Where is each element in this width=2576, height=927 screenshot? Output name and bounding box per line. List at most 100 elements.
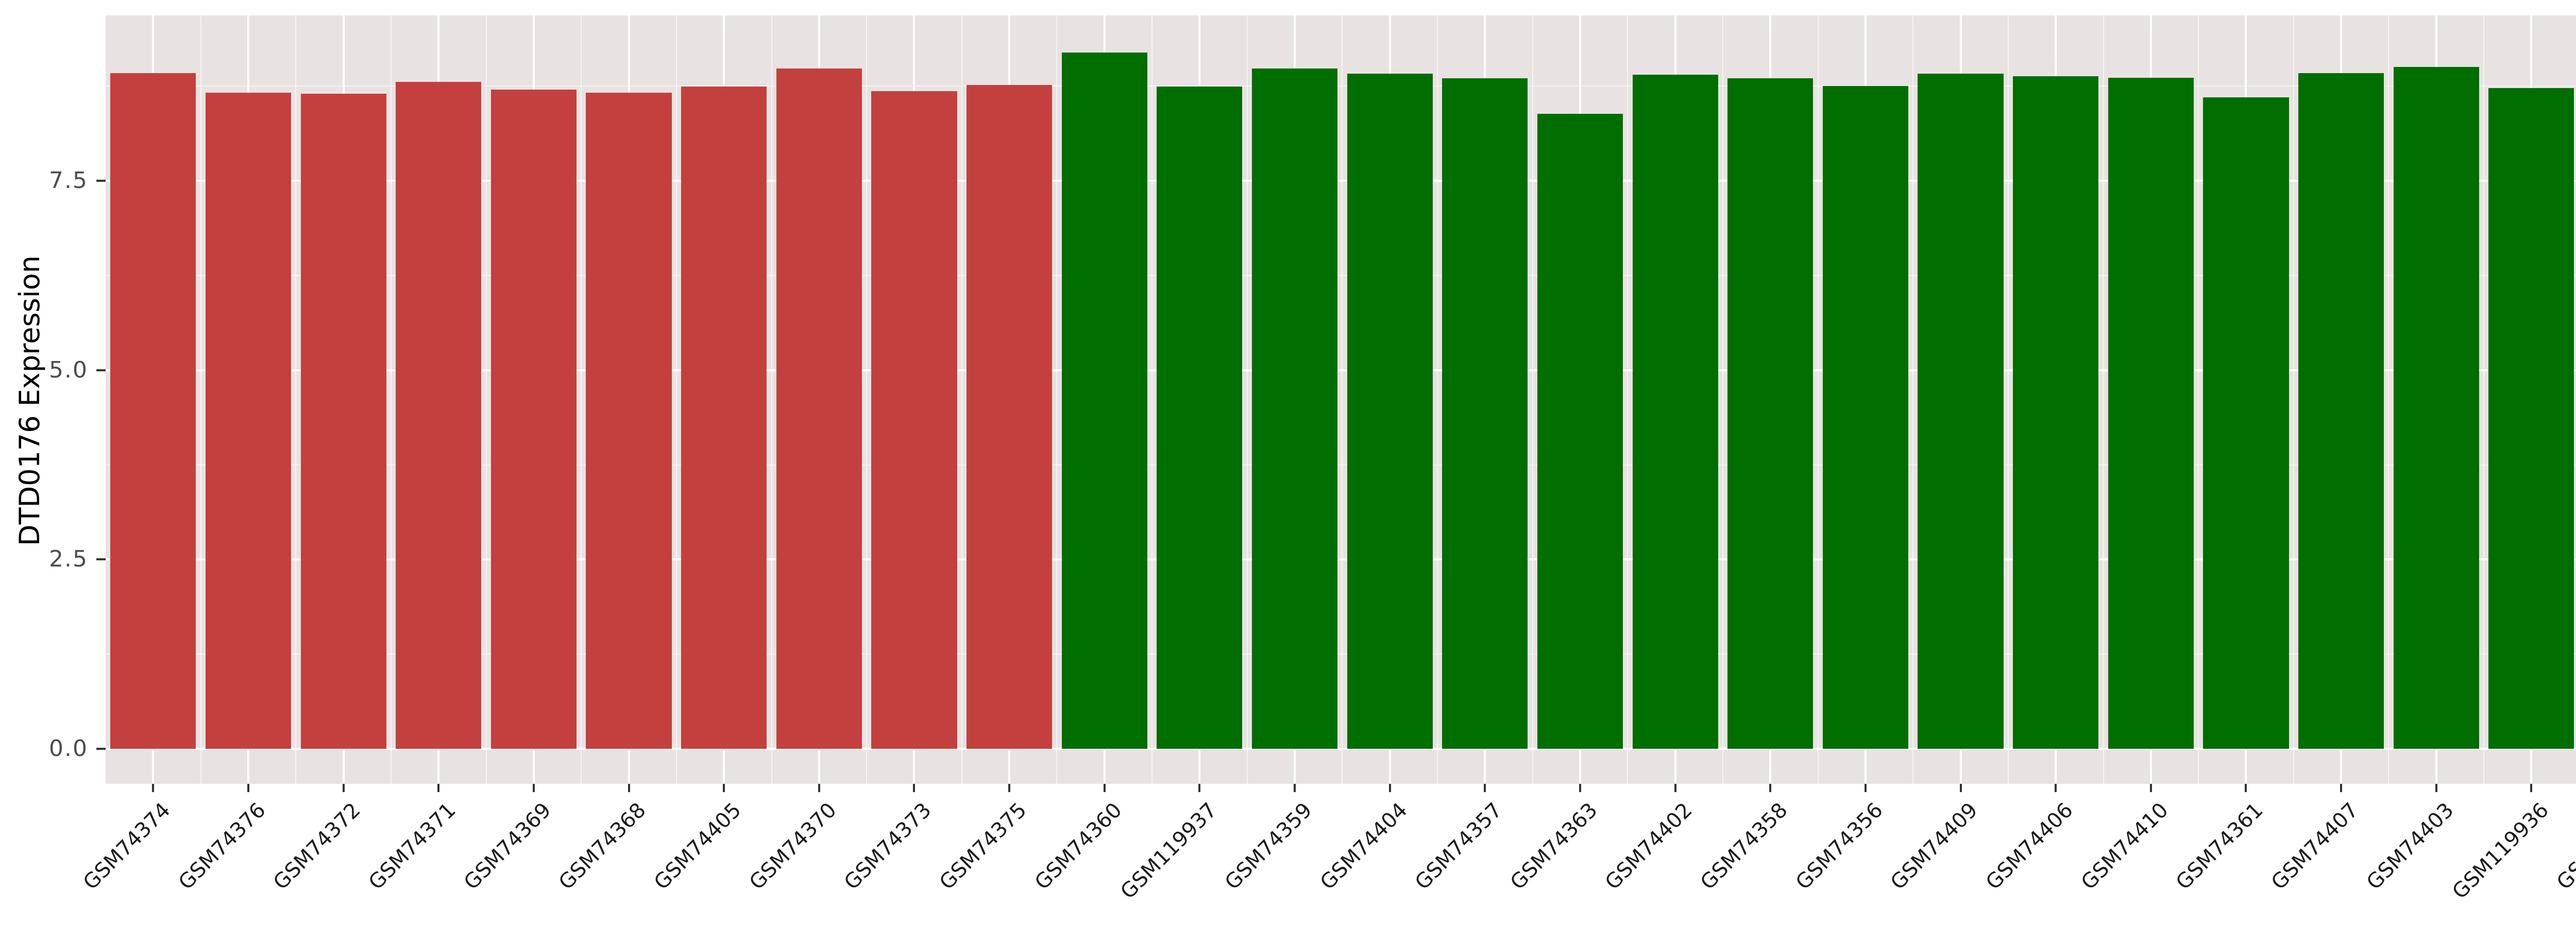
gridline-minor-x bbox=[1246, 15, 1248, 784]
bar-GSM119936 bbox=[2488, 88, 2574, 749]
gridline-minor-x bbox=[1151, 15, 1153, 784]
x-tick bbox=[2149, 784, 2152, 792]
x-tick-label: GSM74376 bbox=[174, 798, 270, 895]
x-tick-label: GSM74359 bbox=[1220, 798, 1317, 895]
x-tick-label: GSM74406 bbox=[1981, 798, 2078, 895]
x-tick-label: GSM74375 bbox=[935, 798, 1031, 895]
bar-GSM74409 bbox=[1918, 74, 2004, 749]
x-tick bbox=[2530, 784, 2533, 792]
x-tick-label: GSM74356 bbox=[1791, 798, 1888, 895]
x-tick bbox=[1769, 784, 1772, 792]
x-tick bbox=[913, 784, 916, 792]
y-axis-title: DTD0176 Expression bbox=[13, 255, 46, 546]
gridline-minor-x bbox=[2198, 15, 2199, 784]
gridline-minor-x bbox=[2388, 15, 2389, 784]
x-tick bbox=[1294, 784, 1296, 792]
x-tick-label: GSM74410 bbox=[2076, 798, 2173, 895]
gridline-minor-y bbox=[106, 464, 2576, 466]
bar-GSM74361 bbox=[2203, 97, 2289, 749]
bar-GSM74402 bbox=[1632, 74, 1718, 749]
gridline-minor-x bbox=[2007, 15, 2009, 784]
x-tick-label: GSM119936 bbox=[2448, 798, 2553, 904]
bar-GSM74368 bbox=[586, 93, 672, 749]
x-tick-label: GSM74368 bbox=[554, 798, 651, 895]
x-tick-label: GSM74360 bbox=[1030, 798, 1127, 895]
y-tick bbox=[96, 369, 106, 371]
bar-GSM74371 bbox=[396, 82, 482, 749]
x-tick-label: GSM74361 bbox=[2172, 798, 2268, 895]
gridline-minor-y bbox=[106, 85, 2576, 87]
x-tick-label: GSM74403 bbox=[2362, 798, 2459, 895]
x-tick-label: GSM74374 bbox=[79, 798, 175, 895]
x-tick-label: GSM74405 bbox=[649, 798, 746, 895]
x-tick bbox=[1484, 784, 1486, 792]
gridline-minor-x bbox=[1722, 15, 1723, 784]
x-tick bbox=[2055, 784, 2057, 792]
bar-GSM74359 bbox=[1251, 68, 1338, 749]
bar-GSM74372 bbox=[300, 93, 386, 749]
x-tick bbox=[1864, 784, 1867, 792]
gridline-major-y bbox=[106, 748, 2576, 750]
x-tick bbox=[2245, 784, 2247, 792]
gridline-minor-x bbox=[675, 15, 677, 784]
bar-GSM74363 bbox=[1537, 114, 1623, 749]
gridline-minor-x bbox=[1056, 15, 1058, 784]
plot-panel bbox=[106, 15, 2576, 784]
bar-GSM74376 bbox=[205, 93, 292, 749]
x-tick bbox=[2435, 784, 2437, 792]
gridline-minor-x bbox=[2103, 15, 2104, 784]
gridline-minor-x bbox=[1912, 15, 1914, 784]
bar-GSM74358 bbox=[1727, 78, 1814, 749]
x-tick bbox=[1198, 784, 1201, 792]
x-tick-label: GSM74371 bbox=[364, 798, 461, 895]
x-tick bbox=[723, 784, 725, 792]
x-tick-label: GSM74370 bbox=[744, 798, 841, 895]
x-tick bbox=[1008, 784, 1011, 792]
x-tick-label: GSM119937 bbox=[1116, 798, 1222, 904]
bar-GSM74407 bbox=[2298, 73, 2384, 749]
gridline-minor-x bbox=[390, 15, 392, 784]
y-tick bbox=[96, 558, 106, 561]
y-tick-label: 2.5 bbox=[49, 546, 88, 573]
gridline-minor-x bbox=[866, 15, 868, 784]
x-tick bbox=[628, 784, 630, 792]
gridline-minor-x bbox=[2483, 15, 2485, 784]
gridline-major-y bbox=[106, 179, 2576, 182]
gridline-major-y bbox=[106, 369, 2576, 371]
x-tick-label: GSM74369 bbox=[459, 798, 556, 895]
gridline-minor-x bbox=[581, 15, 582, 784]
x-tick-label: GSM74363 bbox=[1505, 798, 1602, 895]
x-tick-label: GSM74362 bbox=[2552, 798, 2576, 895]
bar-GSM74404 bbox=[1347, 74, 1433, 749]
bar-GSM74357 bbox=[1442, 78, 1528, 749]
x-tick bbox=[1388, 784, 1391, 792]
x-tick bbox=[247, 784, 249, 792]
x-tick bbox=[1674, 784, 1676, 792]
gridline-minor-x bbox=[485, 15, 487, 784]
y-tick-label: 0.0 bbox=[49, 735, 88, 762]
bar-GSM74370 bbox=[776, 68, 862, 749]
x-tick bbox=[437, 784, 440, 792]
gridline-minor-x bbox=[2293, 15, 2294, 784]
x-tick bbox=[1959, 784, 1962, 792]
bar-GSM74410 bbox=[2108, 77, 2194, 749]
bar-GSM74406 bbox=[2013, 76, 2099, 749]
x-tick-label: GSM74358 bbox=[1696, 798, 1792, 895]
bar-GSM74374 bbox=[110, 73, 196, 749]
gridline-minor-x bbox=[961, 15, 962, 784]
x-tick bbox=[342, 784, 345, 792]
gridline-minor-x bbox=[1532, 15, 1533, 784]
gridline-minor-x bbox=[1817, 15, 1819, 784]
x-tick-label: GSM74407 bbox=[2266, 798, 2363, 895]
x-tick bbox=[1579, 784, 1581, 792]
bar-GSM74373 bbox=[871, 91, 957, 749]
y-tick-label: 7.5 bbox=[49, 167, 88, 194]
bar-GSM74403 bbox=[2393, 67, 2479, 749]
x-tick bbox=[818, 784, 820, 792]
x-tick-label: GSM74357 bbox=[1411, 798, 1507, 895]
x-tick bbox=[2340, 784, 2343, 792]
x-tick-label: GSM74373 bbox=[840, 798, 936, 895]
x-tick bbox=[532, 784, 535, 792]
y-tick bbox=[96, 179, 106, 182]
